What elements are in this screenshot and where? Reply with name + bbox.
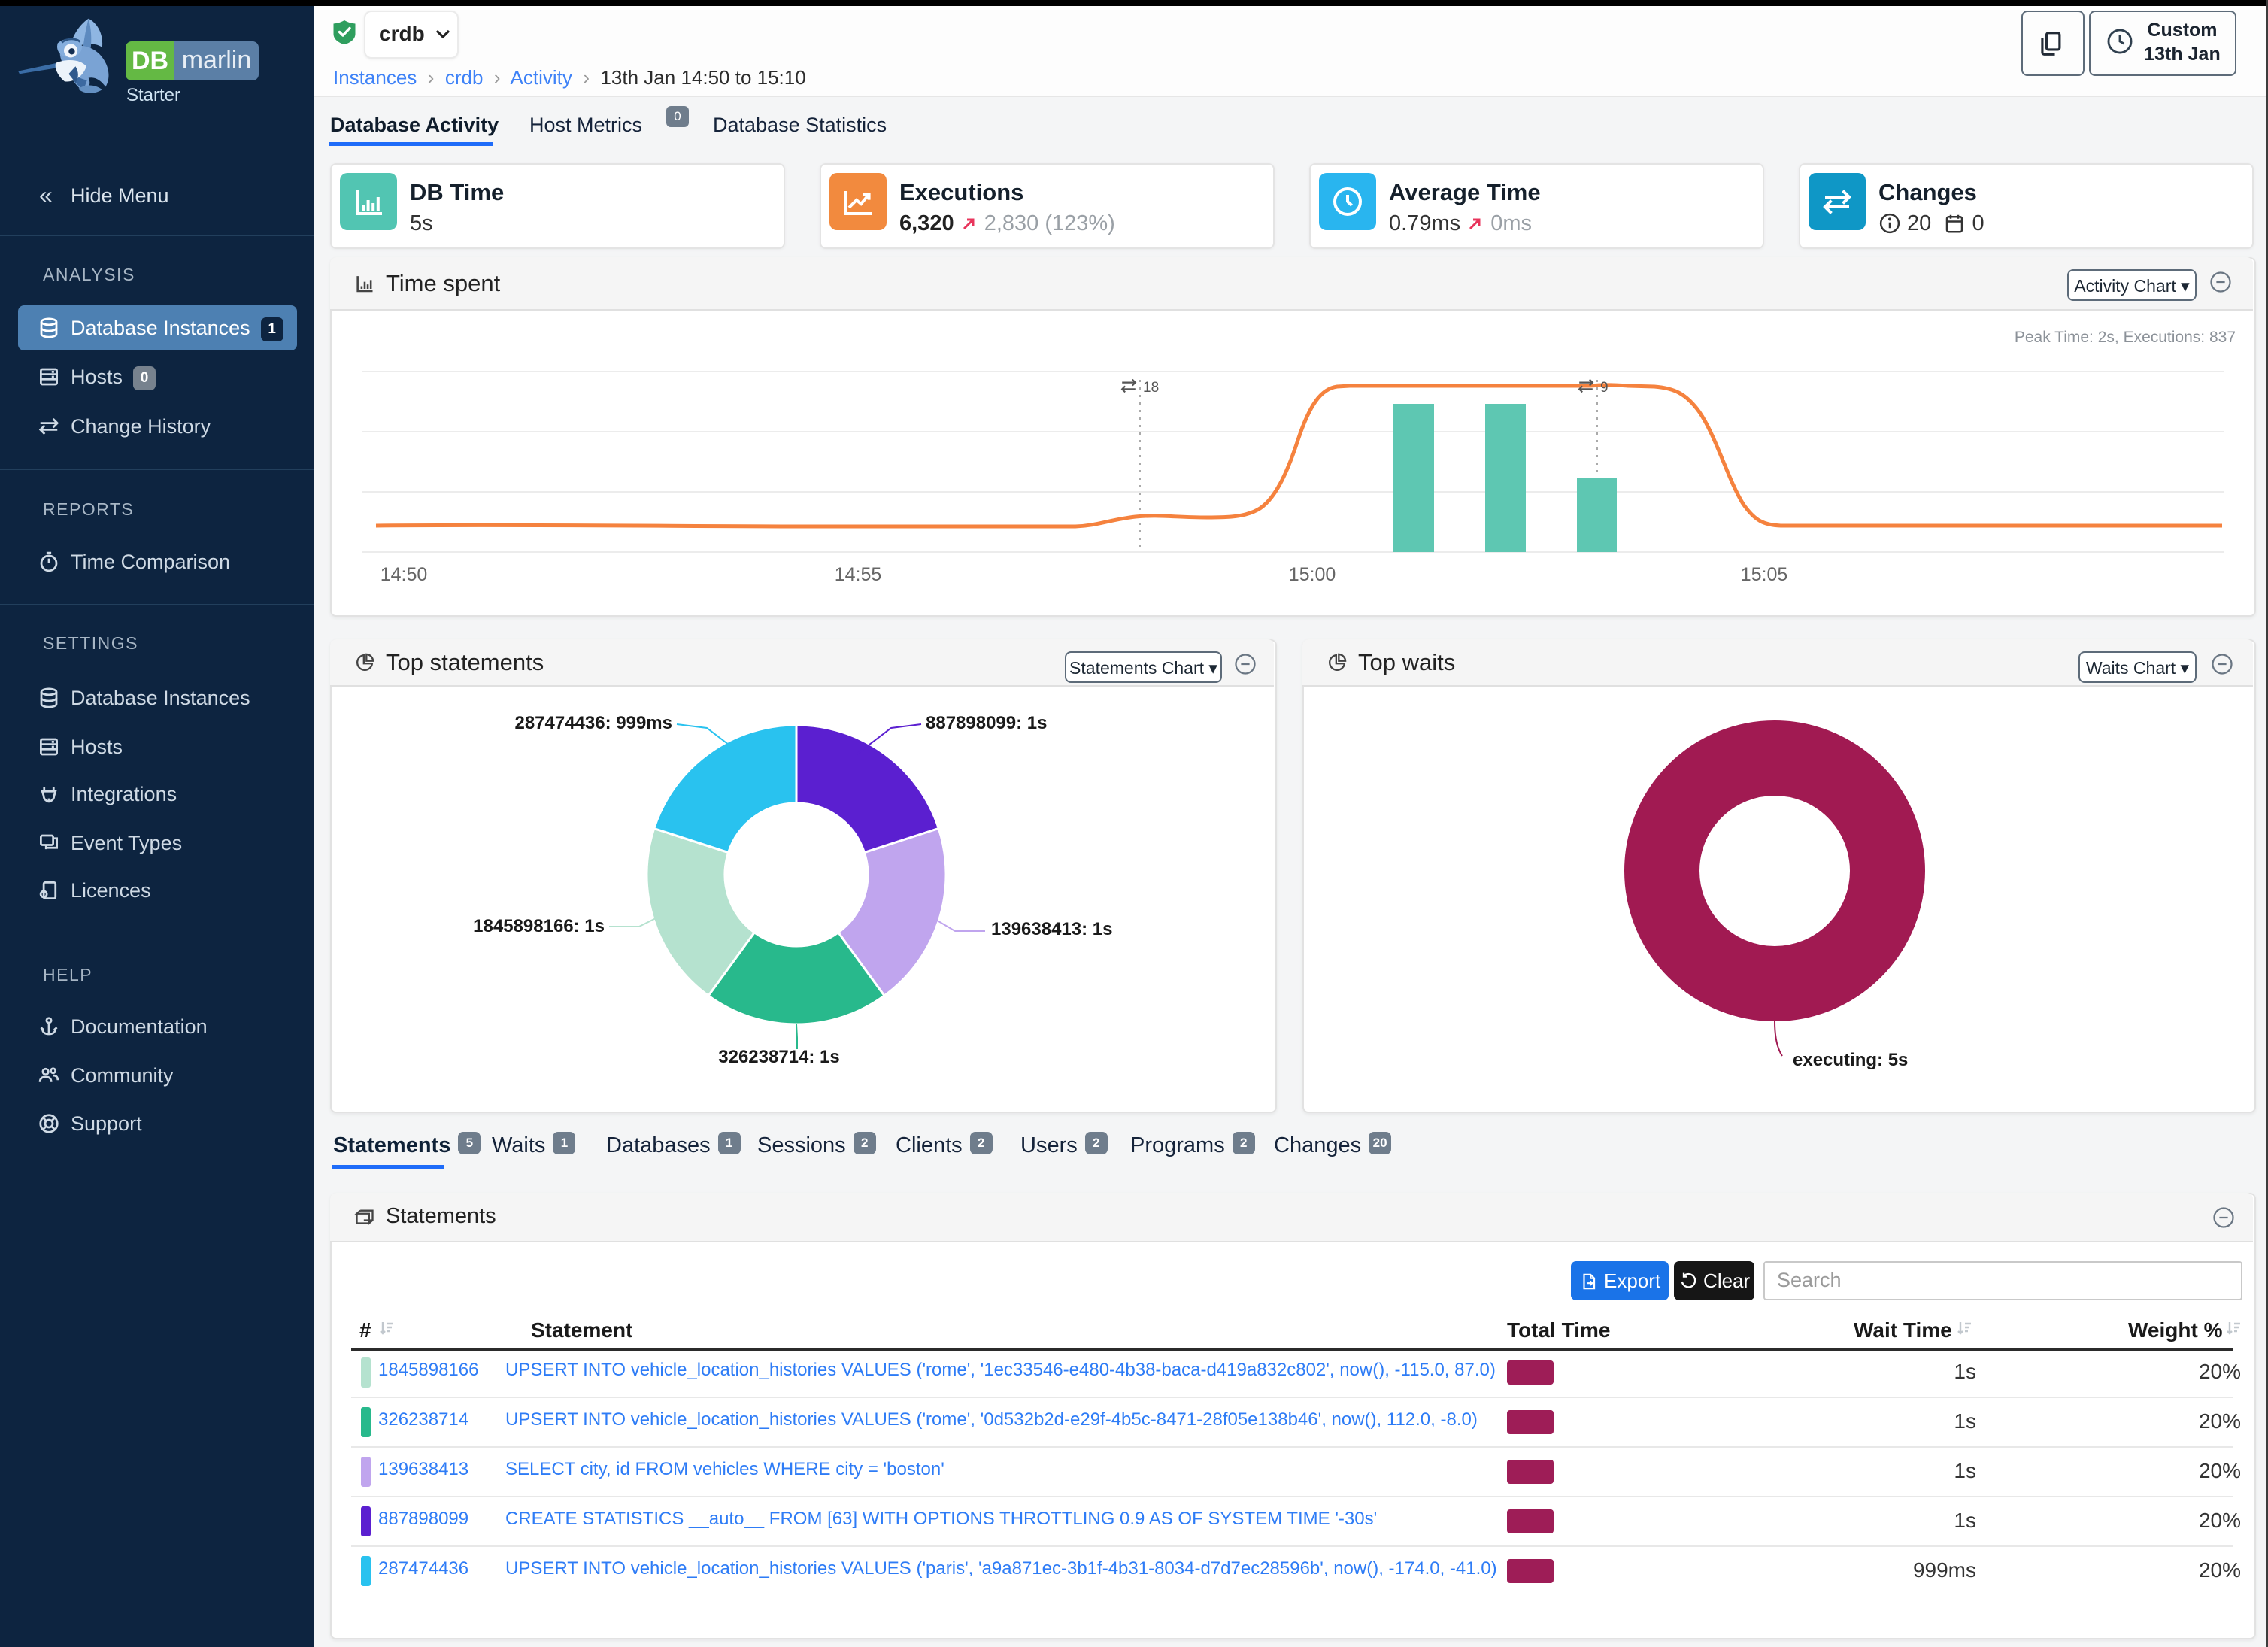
svg-text:9: 9 bbox=[1600, 380, 1609, 396]
svg-text:18: 18 bbox=[1143, 380, 1159, 396]
